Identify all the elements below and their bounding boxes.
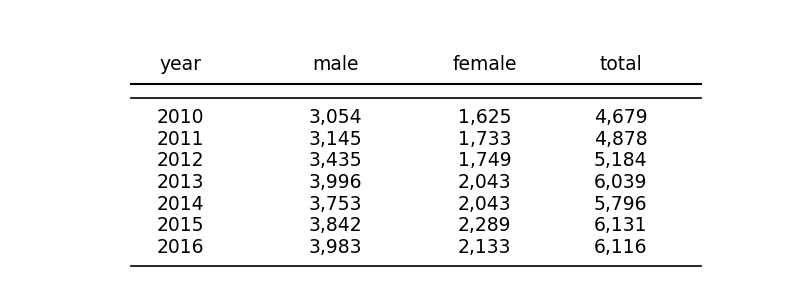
Text: 2,289: 2,289 [458, 216, 511, 235]
Text: 2016: 2016 [157, 238, 204, 257]
Text: 3,145: 3,145 [309, 130, 362, 149]
Text: 2,133: 2,133 [458, 238, 511, 257]
Text: 3,996: 3,996 [309, 173, 362, 192]
Text: 1,749: 1,749 [458, 151, 511, 170]
Text: 4,878: 4,878 [594, 130, 648, 149]
Text: 2010: 2010 [157, 108, 204, 127]
Text: male: male [312, 55, 359, 74]
Text: 5,796: 5,796 [594, 195, 647, 214]
Text: female: female [452, 55, 517, 74]
Text: 2015: 2015 [157, 216, 204, 235]
Text: 3,753: 3,753 [309, 195, 362, 214]
Text: 4,679: 4,679 [594, 108, 648, 127]
Text: 3,983: 3,983 [309, 238, 362, 257]
Text: 3,435: 3,435 [309, 151, 362, 170]
Text: 5,184: 5,184 [594, 151, 648, 170]
Text: 2,043: 2,043 [458, 195, 511, 214]
Text: 3,842: 3,842 [309, 216, 362, 235]
Text: 1,625: 1,625 [458, 108, 511, 127]
Text: 6,116: 6,116 [594, 238, 647, 257]
Text: 2014: 2014 [157, 195, 205, 214]
Text: year: year [160, 55, 202, 74]
Text: 2,043: 2,043 [458, 173, 511, 192]
Text: 2013: 2013 [157, 173, 204, 192]
Text: 6,131: 6,131 [594, 216, 647, 235]
Text: 2011: 2011 [157, 130, 204, 149]
Text: 1,733: 1,733 [458, 130, 511, 149]
Text: 2012: 2012 [157, 151, 204, 170]
Text: total: total [599, 55, 642, 74]
Text: 3,054: 3,054 [309, 108, 362, 127]
Text: 6,039: 6,039 [594, 173, 647, 192]
